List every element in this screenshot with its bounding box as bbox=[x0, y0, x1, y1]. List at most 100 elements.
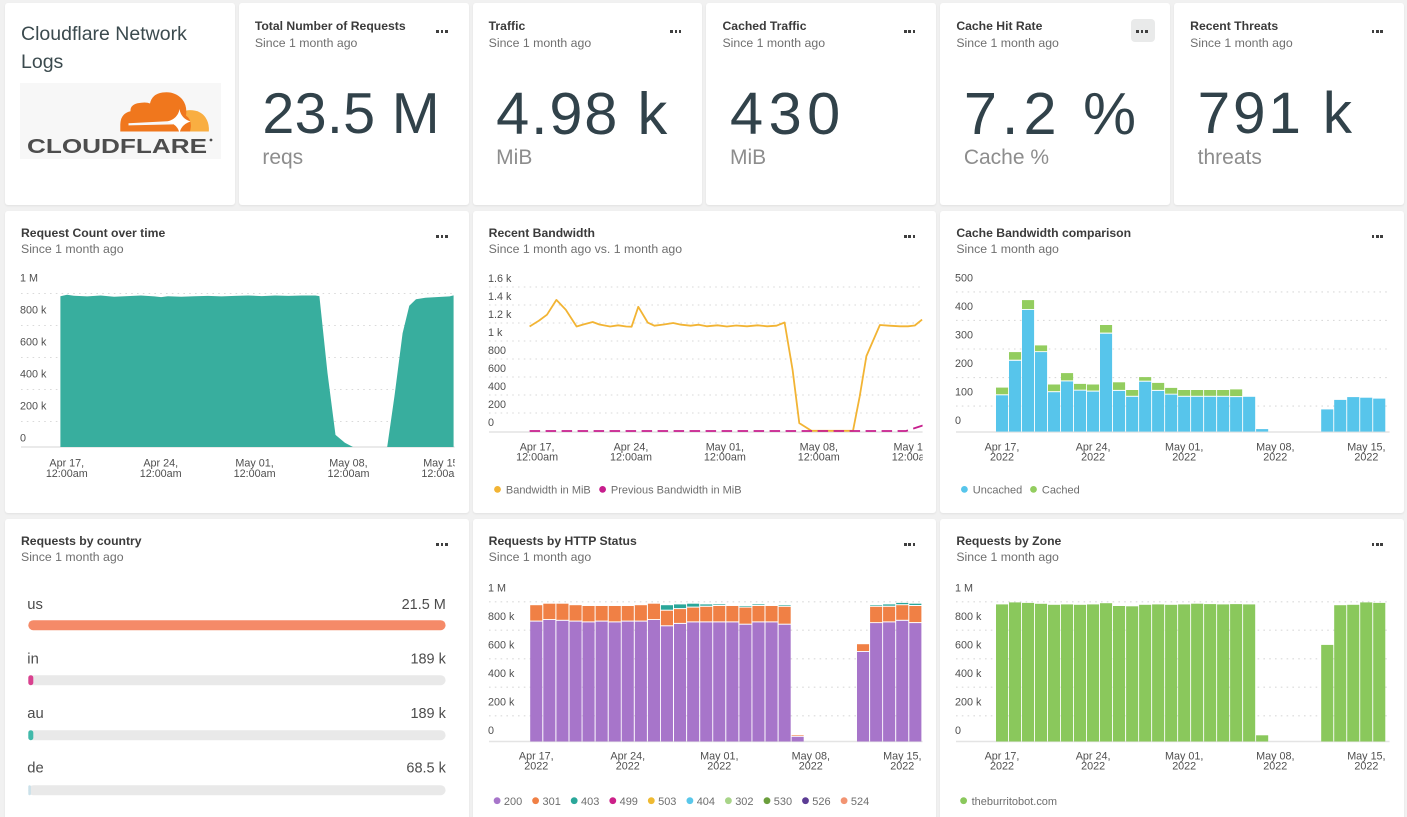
svg-text:0: 0 bbox=[955, 415, 961, 427]
svg-text:200 k: 200 k bbox=[955, 696, 982, 708]
svg-text:2022: 2022 bbox=[707, 760, 731, 772]
svg-text:1 M: 1 M bbox=[488, 582, 506, 594]
svg-text:400 k: 400 k bbox=[20, 368, 47, 380]
svg-text:2022: 2022 bbox=[1264, 760, 1288, 772]
svg-text:0: 0 bbox=[488, 725, 494, 737]
svg-text:Cached: Cached bbox=[1042, 484, 1080, 496]
svg-text:2022: 2022 bbox=[1173, 760, 1197, 772]
svg-text:400 k: 400 k bbox=[955, 668, 982, 680]
svg-text:0: 0 bbox=[955, 725, 961, 737]
svg-text:21.5 M: 21.5 M bbox=[402, 597, 446, 613]
svg-text:0: 0 bbox=[20, 432, 26, 444]
svg-text:1.6 k: 1.6 k bbox=[488, 273, 512, 285]
svg-text:2022: 2022 bbox=[1173, 451, 1197, 463]
svg-text:500: 500 bbox=[955, 272, 973, 284]
svg-text:600 k: 600 k bbox=[488, 639, 515, 651]
svg-text:1.4 k: 1.4 k bbox=[488, 291, 512, 303]
svg-text:CLOUDFLARE: CLOUDFLARE bbox=[27, 136, 207, 158]
svg-text:200: 200 bbox=[488, 399, 506, 411]
svg-text:May 01,: May 01, bbox=[1165, 441, 1203, 453]
svg-text:Apr 17,: Apr 17, bbox=[49, 457, 84, 469]
svg-text:503: 503 bbox=[658, 796, 676, 808]
svg-text:Apr 17,: Apr 17, bbox=[519, 750, 554, 762]
svg-text:May 01,: May 01, bbox=[705, 441, 743, 453]
svg-text:us: us bbox=[27, 597, 43, 613]
svg-text:1 M: 1 M bbox=[20, 272, 38, 284]
svg-text:12:00am: 12:00am bbox=[797, 451, 839, 463]
svg-text:1 M: 1 M bbox=[955, 582, 973, 594]
svg-text:1 k: 1 k bbox=[488, 327, 503, 339]
svg-text:189 k: 189 k bbox=[410, 652, 446, 668]
svg-text:600: 600 bbox=[488, 363, 506, 375]
svg-text:12:00am: 12:00am bbox=[891, 451, 933, 463]
svg-text:499: 499 bbox=[619, 796, 637, 808]
svg-text:189 k: 189 k bbox=[410, 706, 446, 722]
svg-text:Apr 17,: Apr 17, bbox=[985, 750, 1020, 762]
svg-text:0: 0 bbox=[488, 417, 494, 429]
svg-text:in: in bbox=[27, 652, 39, 668]
svg-text:12:00am: 12:00am bbox=[516, 451, 558, 463]
svg-text:404: 404 bbox=[696, 796, 714, 808]
svg-text:Apr 17,: Apr 17, bbox=[985, 441, 1020, 453]
svg-text:68.5 k: 68.5 k bbox=[406, 760, 446, 776]
svg-text:100: 100 bbox=[955, 387, 973, 399]
svg-text:12:00am: 12:00am bbox=[421, 468, 463, 480]
svg-text:800 k: 800 k bbox=[955, 611, 982, 623]
svg-text:2022: 2022 bbox=[990, 451, 1014, 463]
svg-text:2022: 2022 bbox=[1081, 760, 1105, 772]
svg-text:Apr 24,: Apr 24, bbox=[1076, 441, 1111, 453]
svg-text:800: 800 bbox=[488, 345, 506, 357]
svg-text:Apr 24,: Apr 24, bbox=[1076, 750, 1111, 762]
svg-text:2022: 2022 bbox=[524, 760, 548, 772]
svg-text:200 k: 200 k bbox=[488, 696, 515, 708]
svg-text:600 k: 600 k bbox=[955, 639, 982, 651]
svg-text:800 k: 800 k bbox=[488, 611, 515, 623]
svg-text:12:00am: 12:00am bbox=[704, 451, 746, 463]
svg-text:Previous Bandwidth in MiB: Previous Bandwidth in MiB bbox=[611, 484, 742, 496]
svg-text:400: 400 bbox=[955, 301, 973, 313]
svg-text:May 01,: May 01, bbox=[1165, 750, 1203, 762]
svg-text:200: 200 bbox=[504, 796, 522, 808]
svg-text:au: au bbox=[27, 706, 43, 722]
svg-text:Uncached: Uncached bbox=[973, 484, 1022, 496]
svg-text:Bandwidth in MiB: Bandwidth in MiB bbox=[506, 484, 591, 496]
svg-text:May 15,: May 15, bbox=[893, 441, 931, 453]
svg-text:526: 526 bbox=[812, 796, 830, 808]
svg-text:400: 400 bbox=[488, 381, 506, 393]
svg-text:2022: 2022 bbox=[990, 760, 1014, 772]
svg-text:2022: 2022 bbox=[615, 760, 639, 772]
svg-text:May 08,: May 08, bbox=[791, 750, 829, 762]
svg-text:May 15,: May 15, bbox=[1348, 750, 1386, 762]
svg-text:May 08,: May 08, bbox=[799, 441, 837, 453]
svg-text:12:00am: 12:00am bbox=[610, 451, 652, 463]
svg-text:May 08,: May 08, bbox=[1256, 750, 1294, 762]
svg-text:Apr 24,: Apr 24, bbox=[613, 441, 648, 453]
svg-text:800 k: 800 k bbox=[20, 304, 47, 316]
svg-text:403: 403 bbox=[581, 796, 599, 808]
svg-text:12:00am: 12:00am bbox=[234, 468, 276, 480]
svg-text:12:00am: 12:00am bbox=[140, 468, 182, 480]
svg-text:May 08,: May 08, bbox=[1256, 441, 1294, 453]
svg-text:12:00am: 12:00am bbox=[328, 468, 370, 480]
svg-text:530: 530 bbox=[773, 796, 791, 808]
svg-text:2022: 2022 bbox=[890, 760, 914, 772]
svg-text:300: 300 bbox=[955, 330, 973, 342]
svg-text:May 01,: May 01, bbox=[235, 457, 273, 469]
svg-text:May 01,: May 01, bbox=[700, 750, 738, 762]
svg-text:200: 200 bbox=[955, 358, 973, 370]
svg-text:May 15,: May 15, bbox=[423, 457, 461, 469]
svg-text:2022: 2022 bbox=[1355, 451, 1379, 463]
svg-text:2022: 2022 bbox=[1264, 451, 1288, 463]
svg-text:May 15,: May 15, bbox=[883, 750, 921, 762]
svg-text:Apr 17,: Apr 17, bbox=[519, 441, 554, 453]
svg-text:May 08,: May 08, bbox=[329, 457, 367, 469]
svg-text:Apr 24,: Apr 24, bbox=[610, 750, 645, 762]
svg-text:May 15,: May 15, bbox=[1348, 441, 1386, 453]
svg-text:2022: 2022 bbox=[1081, 451, 1105, 463]
svg-text:302: 302 bbox=[735, 796, 753, 808]
svg-text:12:00am: 12:00am bbox=[46, 468, 88, 480]
svg-text:600 k: 600 k bbox=[20, 336, 47, 348]
svg-text:1.2 k: 1.2 k bbox=[488, 309, 512, 321]
svg-text:Apr 24,: Apr 24, bbox=[143, 457, 178, 469]
svg-text:200 k: 200 k bbox=[20, 400, 47, 412]
